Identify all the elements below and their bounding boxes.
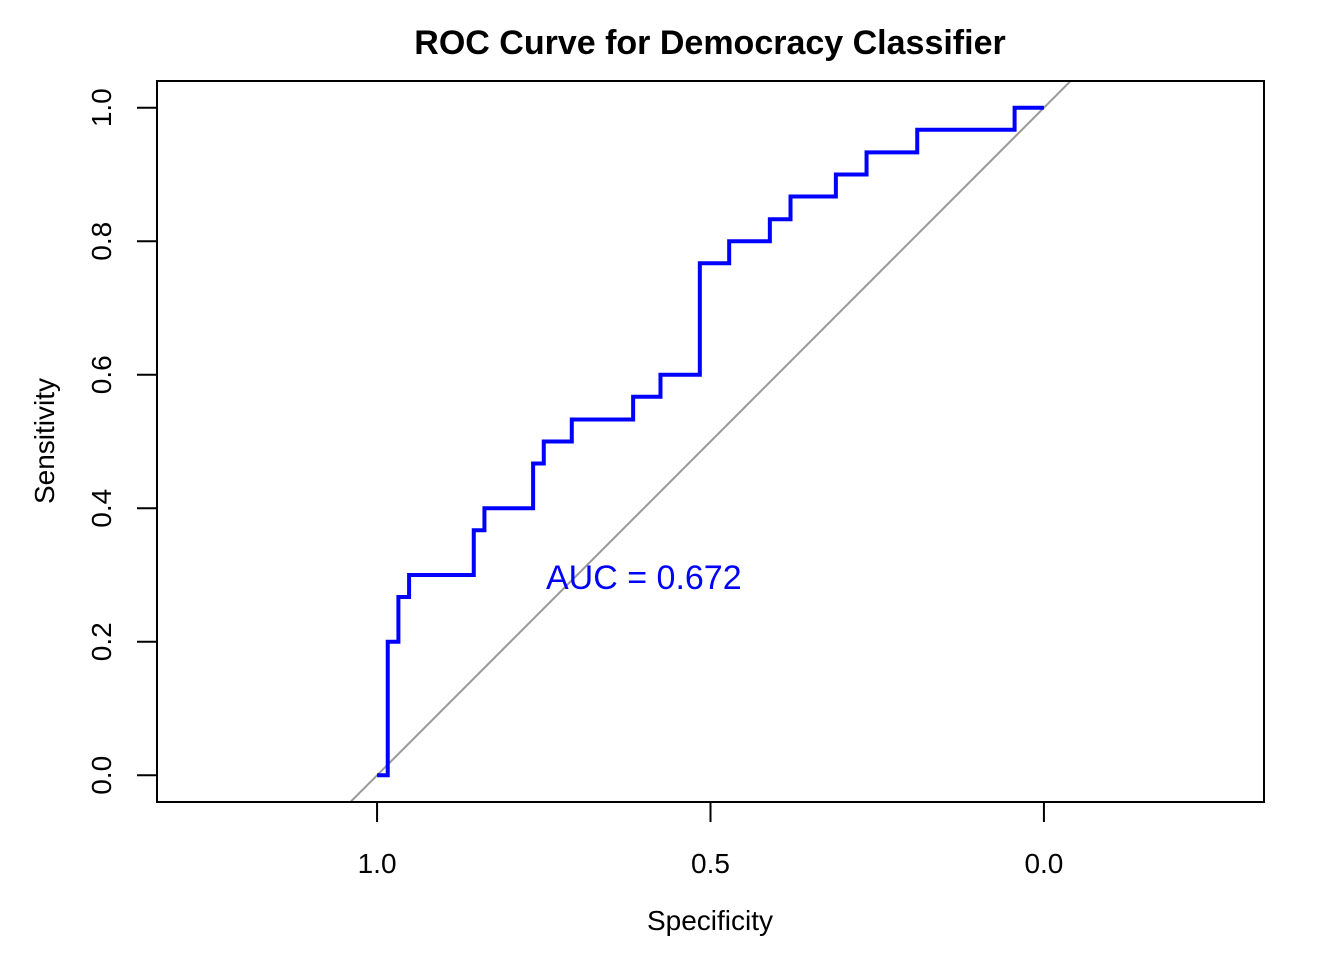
reference-diagonal-line xyxy=(348,81,1073,802)
y-axis-label: Sensitivity xyxy=(29,378,60,504)
y-tick-label: 0.6 xyxy=(86,355,117,394)
x-tick-label: 0.0 xyxy=(1024,848,1063,879)
y-tick-label: 0.8 xyxy=(86,222,117,261)
x-tick-label: 0.5 xyxy=(691,848,730,879)
series-layer xyxy=(377,105,1044,778)
y-tick-label: 0.4 xyxy=(86,489,117,528)
x-axis-label: Specificity xyxy=(647,905,773,936)
reference-line-layer xyxy=(348,81,1073,802)
y-tick-label: 0.2 xyxy=(86,622,117,661)
roc-curve-line xyxy=(377,105,1044,778)
x-axis: 1.0 0.5 0.0 xyxy=(358,801,1063,879)
x-tick-label: 1.0 xyxy=(358,848,397,879)
y-tick-label: 1.0 xyxy=(86,88,117,127)
y-axis: 0.0 0.2 0.4 0.6 0.8 1.0 xyxy=(86,88,158,795)
chart-title: ROC Curve for Democracy Classifier xyxy=(414,24,1005,62)
y-tick-label: 0.0 xyxy=(86,756,117,795)
plot-area xyxy=(348,81,1073,802)
auc-annotation: AUC = 0.672 xyxy=(546,559,742,597)
